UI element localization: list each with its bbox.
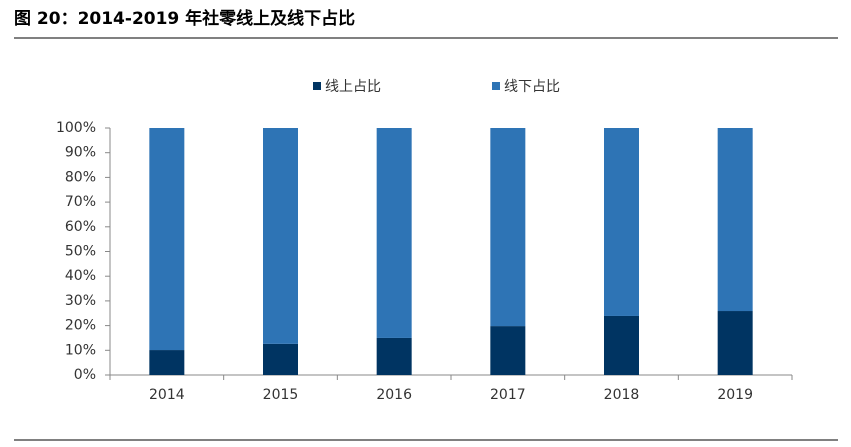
bar-segment (376, 128, 412, 338)
bar-segment (490, 128, 526, 327)
bar-segment (604, 128, 639, 316)
y-tick-label: 50% (65, 244, 96, 260)
x-tick-label: 2019 (717, 387, 753, 403)
x-tick-label: 2015 (263, 387, 299, 403)
y-tick-label: 10% (65, 342, 96, 358)
legend-swatch (492, 82, 500, 90)
y-tick-label: 70% (65, 194, 96, 210)
bar-segment (490, 326, 526, 375)
chart-title: 图 20：2014-2019 年社零线上及线下占比 (14, 8, 355, 29)
bar-segment (149, 128, 185, 351)
x-tick-label: 2016 (376, 387, 412, 403)
bar-segment (376, 337, 412, 375)
bar-segment (149, 350, 185, 375)
legend-label: 线下占比 (504, 79, 560, 95)
bar-segment (263, 128, 298, 344)
x-tick-label: 2018 (604, 387, 640, 403)
y-tick-label: 60% (65, 219, 96, 235)
bar-segment (717, 128, 753, 312)
bar-segment (263, 343, 298, 375)
y-tick-label: 20% (65, 318, 96, 334)
legend-label: 线上占比 (325, 79, 381, 95)
legend-swatch (313, 82, 321, 90)
y-tick-label: 0% (74, 367, 96, 383)
y-tick-label: 80% (65, 169, 96, 185)
y-tick-label: 30% (65, 293, 96, 309)
bar-segment (717, 311, 753, 375)
y-tick-label: 90% (65, 145, 96, 161)
bar-segment (604, 315, 639, 375)
y-tick-label: 100% (56, 120, 96, 136)
y-tick-label: 40% (65, 268, 96, 284)
x-tick-label: 2017 (490, 387, 526, 403)
x-tick-label: 2014 (149, 387, 185, 403)
